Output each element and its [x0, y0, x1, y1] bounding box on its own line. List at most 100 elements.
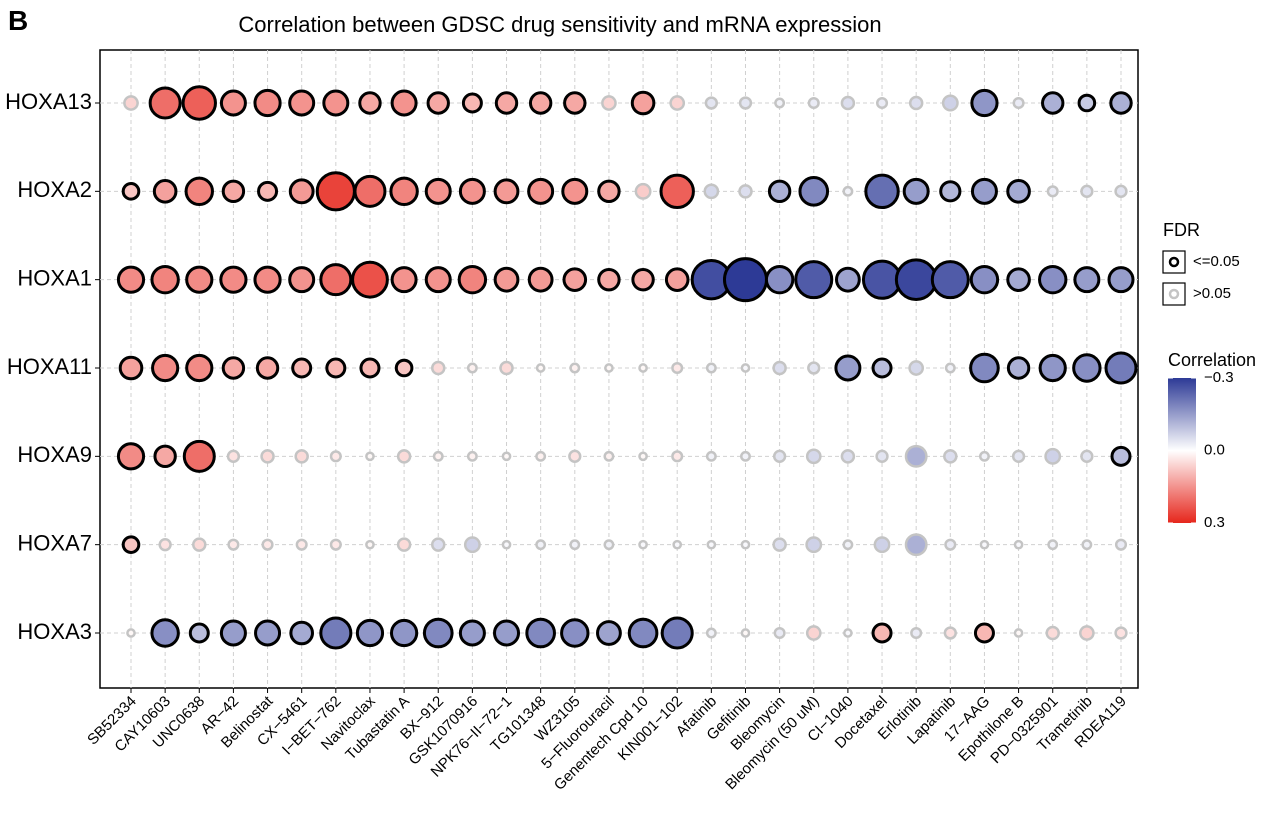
bubble — [329, 450, 342, 463]
bubble — [535, 450, 547, 462]
bubble — [116, 265, 146, 294]
bubble — [705, 627, 717, 639]
bubble — [944, 362, 956, 374]
bubble — [257, 180, 279, 202]
bubble — [535, 363, 546, 373]
bubble — [181, 85, 217, 121]
bubble — [466, 450, 478, 462]
bubble — [1044, 447, 1062, 465]
bubble — [873, 536, 891, 554]
bubble — [973, 622, 995, 644]
legend-symbol — [1168, 256, 1180, 268]
bubble — [603, 450, 615, 462]
bubble — [1006, 267, 1031, 292]
bubble — [358, 91, 382, 115]
bubble — [184, 176, 214, 207]
bubble — [569, 539, 581, 551]
y-tick-label: HOXA9 — [17, 442, 92, 467]
bubble — [638, 451, 648, 462]
bubble — [152, 179, 178, 204]
bubble — [979, 539, 990, 550]
bubble — [939, 180, 962, 203]
bubble — [123, 95, 139, 111]
bubble — [288, 89, 316, 117]
bubble — [772, 360, 787, 376]
bubble — [458, 619, 486, 647]
bubble — [1072, 353, 1102, 383]
bubble — [422, 617, 454, 649]
bubble — [805, 536, 823, 554]
bubble — [221, 356, 246, 380]
bubble — [121, 182, 141, 201]
bubble — [118, 355, 144, 381]
bubble — [116, 442, 146, 471]
bubble — [772, 449, 787, 463]
bubble — [603, 539, 615, 551]
bubble — [664, 267, 690, 292]
bubble — [706, 539, 717, 550]
bubble — [597, 179, 621, 204]
y-tick-label: HOXA1 — [17, 265, 92, 290]
bubble — [875, 449, 889, 463]
bubble — [261, 538, 274, 551]
bubble — [424, 177, 452, 205]
bubble — [740, 363, 751, 373]
bubble — [390, 89, 418, 117]
bubble — [1011, 449, 1026, 463]
bubble — [627, 617, 659, 649]
color-legend-title: Correlation — [1168, 350, 1256, 370]
bubble — [669, 95, 686, 111]
bubble — [943, 626, 957, 640]
bubble — [1006, 356, 1031, 380]
bubble — [432, 450, 444, 462]
bubble — [254, 619, 282, 647]
bubble — [638, 363, 648, 373]
bubble — [353, 174, 387, 208]
bubble — [1073, 266, 1101, 294]
y-tick-label: HOXA7 — [17, 530, 92, 555]
bubble — [389, 176, 419, 207]
bubble — [182, 439, 216, 473]
bubble — [255, 356, 280, 380]
bubble — [834, 354, 862, 382]
bubble — [219, 89, 247, 117]
bubble — [192, 537, 207, 552]
bubble — [840, 95, 856, 111]
bubble — [126, 628, 136, 638]
bubble — [671, 450, 684, 463]
bubble — [1114, 184, 1128, 198]
bubble — [843, 628, 853, 638]
bubble — [569, 362, 581, 374]
bubble — [773, 626, 786, 640]
bubble — [227, 538, 240, 551]
color-tick-label: 0.0 — [1204, 441, 1225, 458]
bubble — [457, 264, 488, 295]
bubble — [291, 357, 313, 379]
bubble — [365, 539, 375, 550]
bubble — [722, 257, 768, 303]
bubble — [351, 260, 389, 299]
bubble — [501, 539, 512, 550]
bubble — [1041, 91, 1065, 115]
bubble — [560, 618, 590, 648]
bubble — [499, 360, 514, 376]
bubble — [807, 361, 821, 375]
bubble — [904, 444, 928, 468]
bubble — [253, 88, 282, 118]
bubble — [764, 264, 795, 295]
bubble — [355, 618, 385, 648]
bubble — [151, 353, 180, 383]
bubble — [604, 363, 614, 373]
bubble — [1080, 184, 1094, 198]
bubble — [1038, 353, 1067, 383]
plot-frame — [99, 49, 1139, 689]
bubble — [1079, 625, 1095, 641]
chart-title: Correlation between GDSC drug sensitivit… — [238, 12, 881, 37]
bubble — [910, 626, 923, 640]
bubble — [319, 263, 353, 297]
bubble — [944, 538, 957, 551]
bubble — [1107, 266, 1135, 294]
bubble — [390, 618, 419, 648]
bubble — [772, 537, 787, 552]
